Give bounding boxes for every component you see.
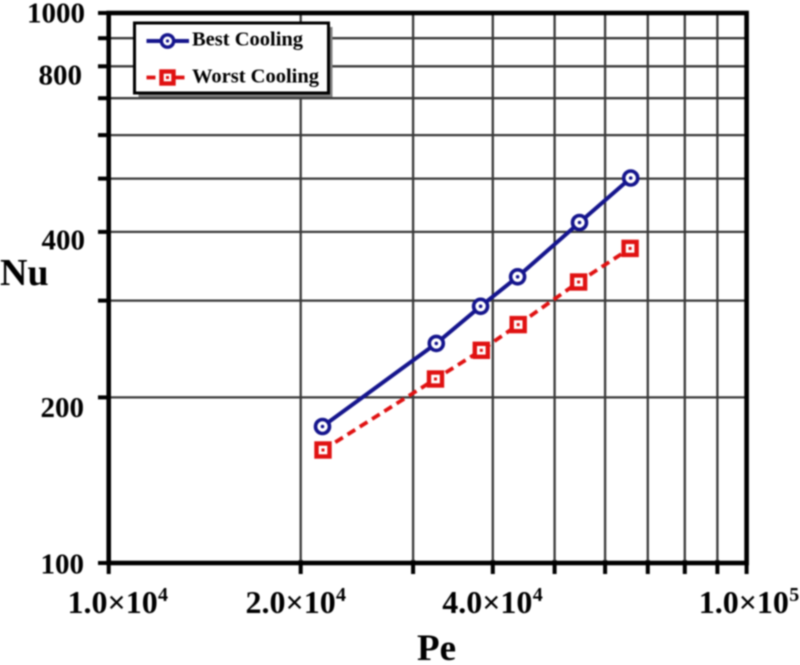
svg-text:100: 100 — [41, 549, 85, 581]
svg-text:4: 4 — [158, 584, 168, 606]
svg-text:200: 200 — [41, 392, 85, 424]
svg-text:800: 800 — [39, 60, 83, 92]
svg-text:2.0×10: 2.0×10 — [246, 584, 336, 620]
svg-text:4: 4 — [336, 584, 346, 606]
svg-text:1000: 1000 — [27, 0, 85, 30]
svg-text:4.0×10: 4.0×10 — [442, 584, 532, 620]
svg-text:Best Cooling: Best Cooling — [192, 29, 304, 51]
svg-text:Pe: Pe — [417, 628, 456, 665]
svg-text:1.0×10: 1.0×10 — [699, 584, 789, 620]
svg-text:5: 5 — [789, 584, 799, 606]
svg-text:400: 400 — [42, 225, 86, 257]
svg-text:Worst Cooling: Worst Cooling — [192, 66, 320, 88]
svg-text:Nu: Nu — [0, 252, 49, 294]
svg-text:1.0×10: 1.0×10 — [68, 584, 158, 620]
svg-text:4: 4 — [533, 584, 543, 606]
